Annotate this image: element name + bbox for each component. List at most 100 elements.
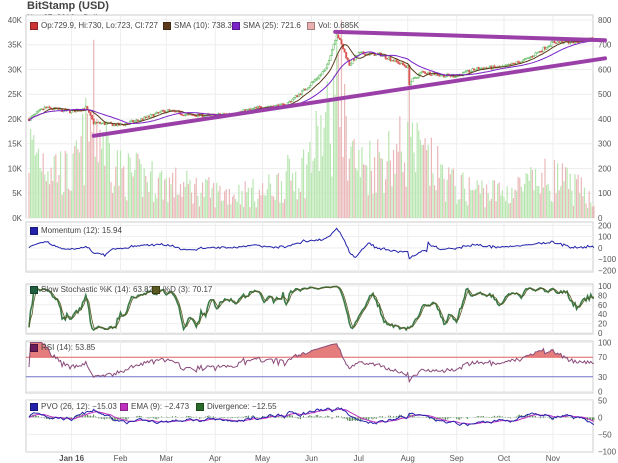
candle xyxy=(335,34,338,41)
candle xyxy=(525,57,528,60)
candle xyxy=(479,67,482,70)
candle xyxy=(160,110,163,113)
candle xyxy=(387,57,390,60)
legend-label: SMA (25): 721.6 xyxy=(243,21,301,30)
candle xyxy=(282,103,285,105)
divergence-legend: Divergence: −12.55 xyxy=(196,402,277,411)
pvo-ema-line xyxy=(28,408,595,425)
candle xyxy=(473,68,475,71)
x-tick-label: May xyxy=(255,454,270,463)
candle xyxy=(424,71,427,74)
x-tick-label: Sep xyxy=(450,454,465,463)
candle xyxy=(517,61,520,63)
candle xyxy=(312,81,314,83)
candle xyxy=(184,114,187,116)
candle xyxy=(361,51,363,54)
candle xyxy=(553,41,556,43)
candle xyxy=(159,111,161,114)
y-tick-label: 100 xyxy=(598,338,612,347)
candle xyxy=(187,113,190,116)
candle xyxy=(248,108,251,111)
candle xyxy=(242,109,245,112)
candle xyxy=(477,67,480,70)
candle xyxy=(195,115,198,117)
candle xyxy=(143,116,146,121)
candle xyxy=(304,88,307,91)
y-tick-label: 70 xyxy=(598,353,607,362)
trendline xyxy=(333,29,607,43)
candle xyxy=(40,108,43,110)
legend-swatch xyxy=(30,21,38,30)
legend-label: EMA (9): −2.473 xyxy=(131,402,190,411)
chart-title: BitStamp (USD) xyxy=(27,0,109,12)
candle xyxy=(310,82,313,86)
candle xyxy=(545,47,548,50)
candle xyxy=(31,115,34,118)
candle xyxy=(510,62,513,65)
x-tick-label: Oct xyxy=(498,454,511,463)
legend-label: PVO (26, 12): −15.03 xyxy=(41,402,117,411)
candle xyxy=(302,88,305,91)
candle xyxy=(402,62,404,65)
candle xyxy=(409,81,412,85)
x-tick-label: Jul xyxy=(354,454,364,463)
candle xyxy=(135,119,138,122)
legend-swatch xyxy=(120,402,128,411)
candle xyxy=(389,57,392,61)
candle xyxy=(321,71,324,75)
candle xyxy=(291,99,294,102)
candle xyxy=(141,118,144,121)
pvo-line xyxy=(28,407,595,427)
candle xyxy=(130,120,133,122)
candle xyxy=(157,111,160,114)
y-tick-label: −200 xyxy=(598,266,617,275)
candle xyxy=(346,57,349,61)
candle xyxy=(252,108,255,110)
candle xyxy=(255,107,258,109)
candle xyxy=(394,59,397,62)
y-tick-label: 0 xyxy=(598,214,603,223)
candle xyxy=(288,100,291,103)
candle xyxy=(34,113,37,115)
candle xyxy=(408,65,411,85)
y-tick-label: 100 xyxy=(598,189,612,198)
candle xyxy=(515,61,518,65)
pvo-legend: PVO (26, 12): −15.03 xyxy=(30,402,117,411)
candle xyxy=(70,110,73,114)
y-tick-label: 200 xyxy=(598,221,612,230)
candle xyxy=(46,106,49,109)
candle xyxy=(189,113,191,116)
candle xyxy=(296,95,299,97)
y-tick-label: −50 xyxy=(598,430,612,439)
stochastic-d-line xyxy=(28,286,595,330)
legend-swatch xyxy=(163,21,171,30)
candle xyxy=(97,121,100,124)
volume-tick-label: 20K xyxy=(8,115,23,124)
rsi-legend: RSI (14): 53.85 xyxy=(30,343,95,352)
rsi-overbought-fill xyxy=(29,342,594,358)
candle xyxy=(569,42,572,44)
candle xyxy=(102,122,105,124)
candle xyxy=(114,123,117,127)
candle xyxy=(529,56,532,58)
candle xyxy=(550,41,553,47)
y-tick-label: 500 xyxy=(598,90,612,99)
panel-frame-3 xyxy=(25,340,594,394)
sma10-line xyxy=(28,39,594,126)
candle xyxy=(327,60,330,65)
candle xyxy=(299,93,302,96)
y-tick-label: 700 xyxy=(598,41,612,50)
candle xyxy=(331,49,333,56)
candle xyxy=(427,71,430,74)
candle xyxy=(43,106,46,110)
candle xyxy=(94,122,97,124)
candle xyxy=(533,55,535,57)
y-tick-label: 100 xyxy=(598,233,612,242)
candle xyxy=(316,77,319,80)
candle xyxy=(414,77,417,79)
candle xyxy=(323,69,326,73)
candle xyxy=(256,106,259,108)
y-tick-label: 30 xyxy=(598,373,607,382)
candle xyxy=(45,106,48,109)
